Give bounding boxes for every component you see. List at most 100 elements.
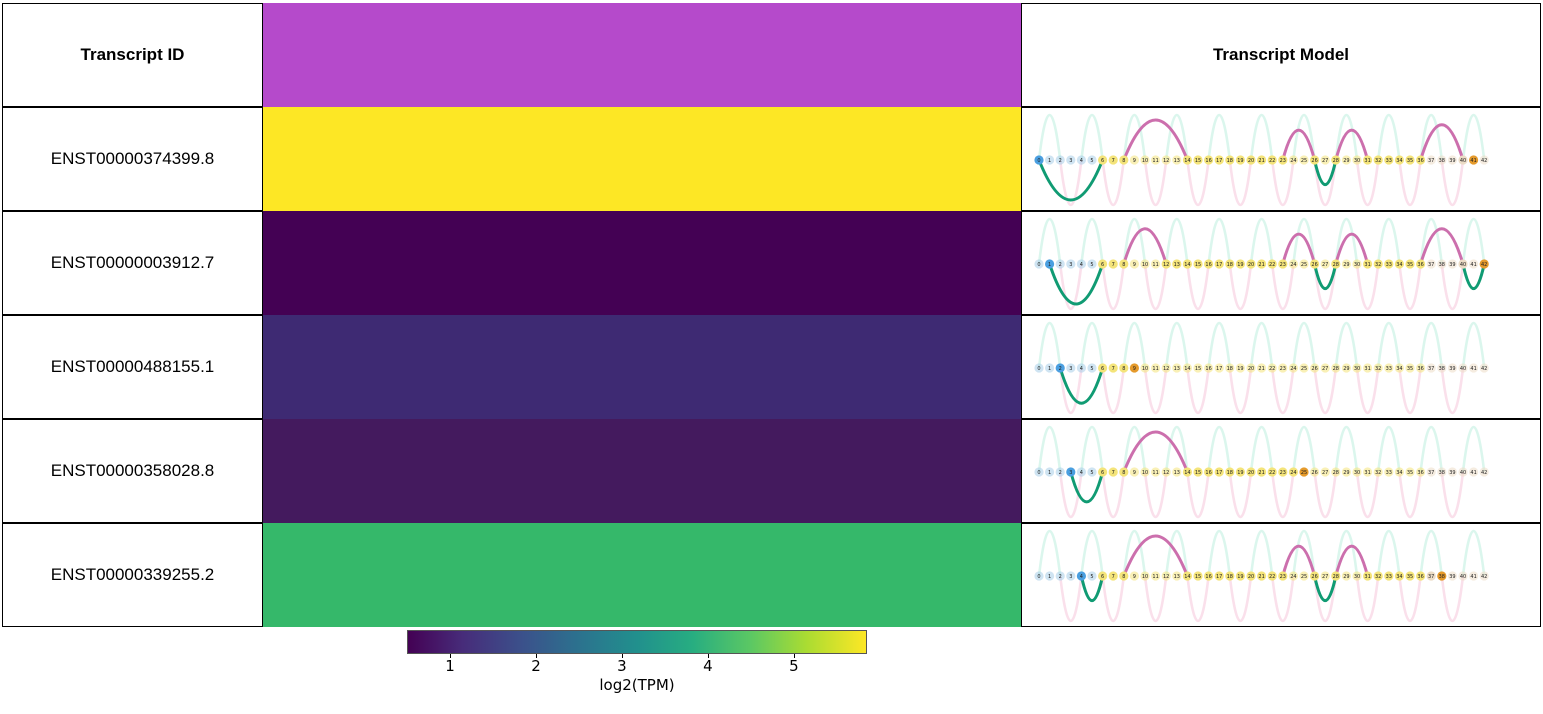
svg-text:33: 33 (1386, 366, 1392, 372)
exon-node: 14 (1182, 363, 1192, 373)
exon-node: 13 (1172, 363, 1182, 373)
exon-node: 17 (1214, 467, 1224, 477)
exon-node: 17 (1214, 363, 1224, 373)
exon-node: 33 (1384, 259, 1394, 269)
header-transcript-model: Transcript Model (1021, 3, 1541, 107)
exon-node: 16 (1204, 155, 1214, 165)
exon-node: 0 (1034, 259, 1044, 269)
svg-text:16: 16 (1205, 470, 1211, 476)
svg-text:17: 17 (1216, 366, 1222, 372)
exon-node: 8 (1119, 467, 1129, 477)
svg-text:0: 0 (1037, 158, 1040, 164)
svg-text:3: 3 (1069, 262, 1072, 268)
svg-text:38: 38 (1439, 470, 1445, 476)
exon-node: 0 (1034, 363, 1044, 373)
background-arcs (1037, 425, 1486, 519)
transcript-id-cell: ENST00000358028.8 (2, 419, 263, 523)
colorbar-tick-mark (707, 654, 709, 658)
svg-text:3: 3 (1069, 574, 1072, 580)
svg-text:19: 19 (1237, 262, 1243, 268)
svg-text:33: 33 (1386, 158, 1392, 164)
exon-node: 29 (1341, 363, 1351, 373)
exon-node: 28 (1331, 571, 1341, 581)
svg-text:41: 41 (1470, 574, 1476, 580)
exon-node: 11 (1151, 259, 1161, 269)
path-arc (1313, 159, 1338, 186)
svg-text:21: 21 (1258, 262, 1264, 268)
svg-text:33: 33 (1386, 574, 1392, 580)
svg-text:38: 38 (1439, 262, 1445, 268)
exon-node: 8 (1119, 571, 1129, 581)
svg-text:30: 30 (1354, 158, 1360, 164)
path-arc (1419, 227, 1465, 265)
exon-node: 24 (1288, 155, 1298, 165)
background-arcs (1037, 321, 1486, 415)
svg-text:3: 3 (1069, 158, 1072, 164)
svg-text:35: 35 (1407, 158, 1413, 164)
svg-text:14: 14 (1184, 158, 1190, 164)
svg-text:25: 25 (1301, 366, 1307, 372)
svg-text:21: 21 (1258, 158, 1264, 164)
svg-text:4: 4 (1080, 262, 1083, 268)
svg-text:41: 41 (1470, 366, 1476, 372)
path-arc (1037, 159, 1104, 202)
exon-node: 11 (1151, 571, 1161, 581)
svg-text:38: 38 (1439, 366, 1445, 372)
heatmap-cell (263, 211, 1021, 315)
svg-text:21: 21 (1258, 574, 1264, 580)
exon-node: 37 (1426, 363, 1436, 373)
svg-text:42: 42 (1481, 470, 1487, 476)
svg-text:1: 1 (1048, 366, 1051, 372)
svg-text:7: 7 (1112, 470, 1115, 476)
path-arc (1461, 263, 1486, 290)
svg-text:1: 1 (1048, 262, 1051, 268)
path-arc (1079, 575, 1105, 602)
colorbar-tick-label: 4 (703, 657, 713, 675)
exon-node: 10 (1140, 467, 1150, 477)
path-arc (1281, 544, 1317, 577)
transcript-id-cell: ENST00000488155.1 (2, 315, 263, 419)
exon-node: 27 (1320, 571, 1330, 581)
exon-node: 1 (1045, 571, 1055, 581)
heatmap-cell (263, 419, 1021, 523)
colorbar-tick-mark (621, 654, 623, 658)
exon-node: 3 (1066, 155, 1076, 165)
exon-node: 4 (1076, 155, 1086, 165)
transcript-path-arcs (1079, 534, 1370, 602)
exon-node: 9 (1129, 259, 1139, 269)
exon-node: 23 (1278, 571, 1288, 581)
svg-text:2: 2 (1059, 158, 1062, 164)
exon-node: 14 (1182, 259, 1192, 269)
exon-node: 24 (1288, 259, 1298, 269)
svg-text:8: 8 (1122, 574, 1125, 580)
exon-node: 30 (1352, 155, 1362, 165)
svg-text:13: 13 (1174, 366, 1180, 372)
transcript-path-arcs (1069, 430, 1189, 504)
svg-text:20: 20 (1248, 574, 1254, 580)
svg-text:25: 25 (1301, 262, 1307, 268)
svg-text:31: 31 (1364, 262, 1370, 268)
svg-text:19: 19 (1237, 158, 1243, 164)
exon-node: 4 (1076, 571, 1086, 581)
exon-node: 41 (1469, 467, 1479, 477)
exon-node: 13 (1172, 155, 1182, 165)
svg-text:19: 19 (1237, 366, 1243, 372)
exon-node: 30 (1352, 571, 1362, 581)
svg-text:25: 25 (1301, 470, 1307, 476)
exon-node: 27 (1320, 467, 1330, 477)
colorbar-label: log2(TPM) (599, 676, 675, 694)
svg-text:17: 17 (1216, 574, 1222, 580)
svg-text:6: 6 (1101, 470, 1104, 476)
svg-text:36: 36 (1417, 158, 1423, 164)
svg-text:15: 15 (1195, 262, 1201, 268)
path-arc (1048, 263, 1105, 306)
colorbar (407, 630, 867, 654)
exon-node: 30 (1352, 363, 1362, 373)
exon-node: 28 (1331, 155, 1341, 165)
transcript-model-graph: 0 1 2 3 4 5 6 7 8 9 10 11 12 13 14 15 16 17 18 19 20 21 22 23 24… (1034, 321, 1489, 415)
exon-node: 20 (1246, 571, 1256, 581)
svg-text:33: 33 (1386, 262, 1392, 268)
exon-node: 2 (1055, 363, 1065, 373)
exon-node: 42 (1479, 571, 1489, 581)
exon-node: 6 (1098, 363, 1108, 373)
